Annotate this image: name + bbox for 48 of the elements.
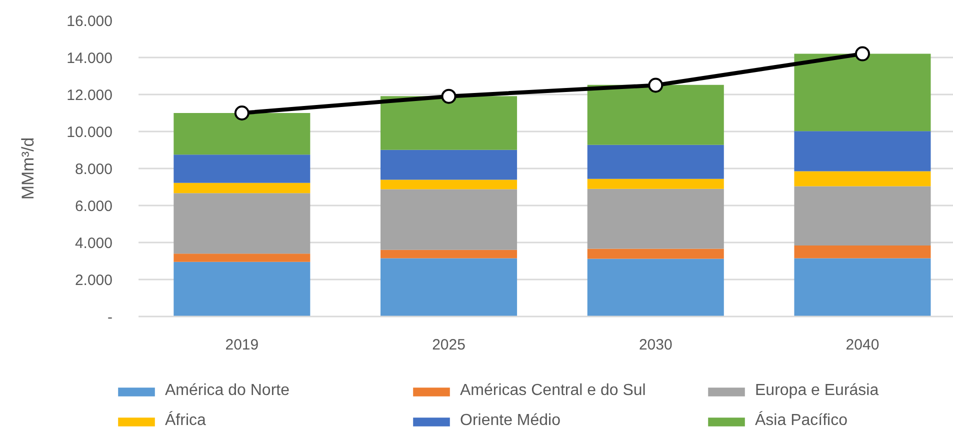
bar <box>794 186 931 246</box>
y-tick-label: 12.000 <box>66 87 113 104</box>
bar <box>380 189 518 250</box>
y-axis-title: MMm³/d <box>18 137 38 200</box>
legend-label: Oriente Médio <box>460 411 562 431</box>
bar <box>587 84 724 145</box>
bar <box>794 131 931 172</box>
bar <box>380 180 518 190</box>
bar <box>174 254 310 262</box>
y-tick-label: 6.000 <box>74 198 113 215</box>
y-tick-label: 2.000 <box>74 272 113 289</box>
y-tick-label: 10.000 <box>66 124 113 141</box>
bar <box>587 144 724 179</box>
bar <box>380 150 518 180</box>
point <box>854 46 870 62</box>
x-tick-label: 2019 <box>225 336 259 354</box>
bar <box>380 250 518 258</box>
bar <box>174 193 310 254</box>
bar <box>794 258 931 316</box>
bar <box>794 54 931 132</box>
bar <box>794 171 931 186</box>
point <box>234 106 250 120</box>
bar <box>587 188 724 249</box>
legend-label: Europa e Eurásia <box>755 381 880 401</box>
legend-label: América do Norte <box>165 381 290 401</box>
bar <box>380 258 518 316</box>
y-tick-label: 4.000 <box>74 235 113 252</box>
y-tick-label: 16.000 <box>66 13 113 30</box>
y-tick-label: - <box>108 309 113 326</box>
bar <box>380 96 518 150</box>
legend-label: Ásia Pacífico <box>755 410 848 431</box>
x-tick-label: 2025 <box>432 336 466 354</box>
legend-label: África <box>165 410 207 431</box>
bar <box>587 258 724 316</box>
bar <box>794 245 931 258</box>
legend-label: Américas Central e do Sul <box>460 381 647 401</box>
x-tick-label: 2030 <box>638 336 672 354</box>
x-tick-label: 2040 <box>846 336 880 354</box>
bar <box>174 262 310 316</box>
point <box>441 88 456 104</box>
bar <box>587 248 724 259</box>
y-tick-label: 14.000 <box>66 50 113 67</box>
bar <box>174 182 310 194</box>
bar <box>587 178 724 189</box>
y-tick-label: 8.000 <box>74 161 113 178</box>
point <box>648 78 664 93</box>
bar <box>174 113 310 155</box>
bar <box>174 154 310 183</box>
